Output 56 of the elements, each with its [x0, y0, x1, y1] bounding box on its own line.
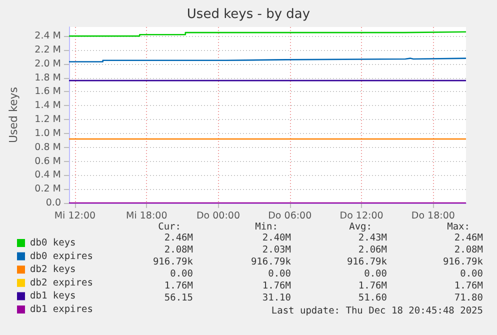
text: Min:: [255, 222, 278, 232]
y-tick-label: 2.2 M: [34, 44, 61, 56]
x-tick-label: Mi 12:00: [54, 210, 96, 222]
text: 0.00: [364, 268, 388, 280]
text: 916.79k: [442, 256, 484, 268]
text: 1.76M: [262, 280, 292, 292]
text: 2.40M: [262, 232, 292, 244]
y-tick-label: 1.0 M: [34, 128, 61, 139]
text: 916.79k: [152, 256, 194, 268]
text: 2.08M: [454, 244, 484, 256]
text: Cur:: [158, 222, 181, 232]
text: Last update: Thu Dec 18 20:45:48 2025: [271, 306, 483, 316]
text: 56.15: [164, 292, 193, 304]
text: 51.60: [358, 292, 388, 304]
text: 1.76M: [164, 280, 194, 292]
legend-label: db2 expires: [30, 277, 93, 288]
y-tick-label: 0.4 M: [34, 170, 61, 181]
text: 916.79k: [250, 256, 292, 268]
x-tick-label: Do 00:00: [196, 210, 240, 222]
text: 0.00: [170, 268, 194, 280]
text: 71.80: [454, 292, 484, 304]
text: 0.00: [268, 268, 292, 280]
text: 916.79k: [346, 256, 388, 268]
text: 2.06M: [358, 244, 388, 256]
text: 1.76M: [358, 280, 388, 292]
legend-label: db0 expires: [30, 250, 93, 262]
legend-label: db1 expires: [30, 304, 93, 315]
legend-label: db0 keys: [30, 238, 76, 248]
x-tick-label: Mi 18:00: [126, 210, 168, 222]
y-tick-label: 1.8 M: [34, 72, 61, 84]
text: 31.10: [262, 292, 292, 304]
y-tick-label: 1.6 M: [34, 86, 61, 98]
y-tick-label: 2.0 M: [34, 58, 61, 70]
text: 2.46M: [164, 232, 194, 244]
text: 2.03M: [262, 244, 292, 256]
text: Max:: [447, 222, 470, 232]
y-tick-label: 0.2 M: [34, 184, 61, 195]
text: 2.08M: [164, 244, 194, 256]
y-tick-label: 0.8 M: [34, 142, 61, 153]
text: 2.46M: [454, 232, 484, 244]
y-axis-title: Used keys: [7, 86, 20, 144]
text: 1.76M: [454, 280, 484, 292]
x-tick-label: Do 12:00: [340, 210, 384, 222]
y-tick-label: 1.2 M: [34, 114, 61, 126]
y-tick-label: 2.4 M: [34, 30, 61, 42]
chart-title: Used keys - by day: [186, 7, 310, 22]
y-tick-label: 1.4 M: [34, 100, 61, 112]
legend-label: db2 keys: [30, 264, 76, 276]
text: Avg:: [349, 222, 372, 232]
y-tick-label: 0.6 M: [34, 156, 61, 167]
x-tick-label: Do 18:00: [411, 210, 455, 222]
text: 0.00: [460, 268, 484, 280]
legend-label: db1 keys: [30, 290, 76, 302]
text: 2.43M: [358, 232, 388, 244]
y-tick-label: 0.0: [46, 198, 61, 208]
x-tick-label: Do 06:00: [268, 210, 312, 222]
